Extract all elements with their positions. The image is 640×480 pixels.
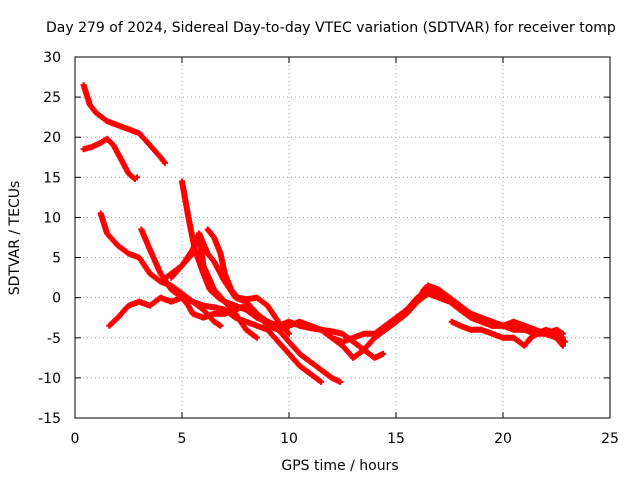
x-axis-label: GPS time / hours bbox=[281, 458, 398, 474]
y-tick-label: 15 bbox=[43, 170, 61, 186]
series-track-1 bbox=[80, 82, 168, 166]
x-tick-label: 5 bbox=[178, 431, 187, 447]
y-tick-label: -5 bbox=[47, 331, 61, 347]
series-track-9 bbox=[204, 226, 292, 337]
data-point bbox=[318, 378, 325, 385]
x-tick-label: 25 bbox=[601, 431, 619, 447]
x-tick-label: 15 bbox=[387, 431, 405, 447]
series-track-13 bbox=[448, 318, 566, 349]
data-point bbox=[337, 378, 344, 385]
data-point bbox=[161, 159, 168, 166]
axis-ticks bbox=[74, 56, 611, 419]
data-points bbox=[80, 82, 569, 385]
y-tick-label: 10 bbox=[43, 210, 61, 226]
series-track-2 bbox=[80, 135, 141, 182]
series-track-12 bbox=[382, 286, 566, 337]
x-tick-label: 10 bbox=[280, 431, 298, 447]
y-axis-label: SDTVAR / TECUs bbox=[7, 181, 23, 296]
y-tick-label: 25 bbox=[43, 90, 61, 106]
y-tick-label: 5 bbox=[52, 251, 61, 267]
data-point bbox=[562, 338, 569, 345]
data-point bbox=[134, 174, 141, 181]
series-track-4 bbox=[106, 294, 325, 385]
plot-frame bbox=[74, 56, 611, 419]
chart-title: Day 279 of 2024, Sidereal Day-to-day VTE… bbox=[46, 20, 616, 36]
grid-lines bbox=[75, 57, 610, 418]
y-tick-label: -10 bbox=[38, 371, 61, 387]
data-point bbox=[380, 350, 387, 357]
series-track-8 bbox=[168, 230, 260, 341]
data-point bbox=[286, 330, 292, 337]
data-point bbox=[253, 334, 260, 341]
y-tick-label: 20 bbox=[43, 130, 61, 146]
data-point bbox=[217, 322, 224, 329]
axis-tick-labels: 0 5 10 15 20 25 -15 -10 -5 0 5 10 15 20 25 30 bbox=[38, 50, 619, 447]
x-tick-label: 0 bbox=[71, 431, 80, 447]
y-tick-label: -15 bbox=[38, 411, 61, 427]
x-tick-label: 20 bbox=[494, 431, 512, 447]
data-point bbox=[559, 334, 566, 341]
y-tick-label: 30 bbox=[43, 50, 61, 66]
y-tick-label: 0 bbox=[52, 291, 61, 307]
